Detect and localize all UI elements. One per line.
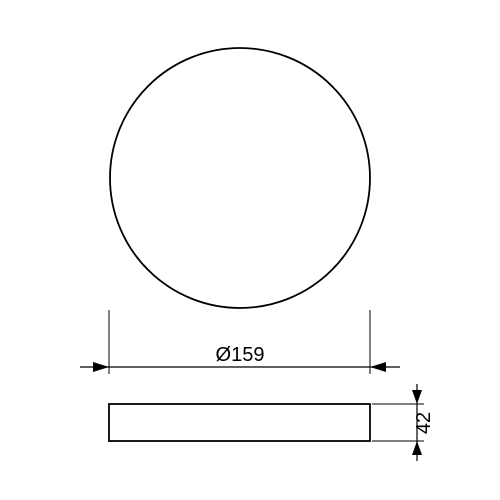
- height-label: 42: [413, 412, 435, 434]
- diameter-label: Ø159: [216, 344, 265, 366]
